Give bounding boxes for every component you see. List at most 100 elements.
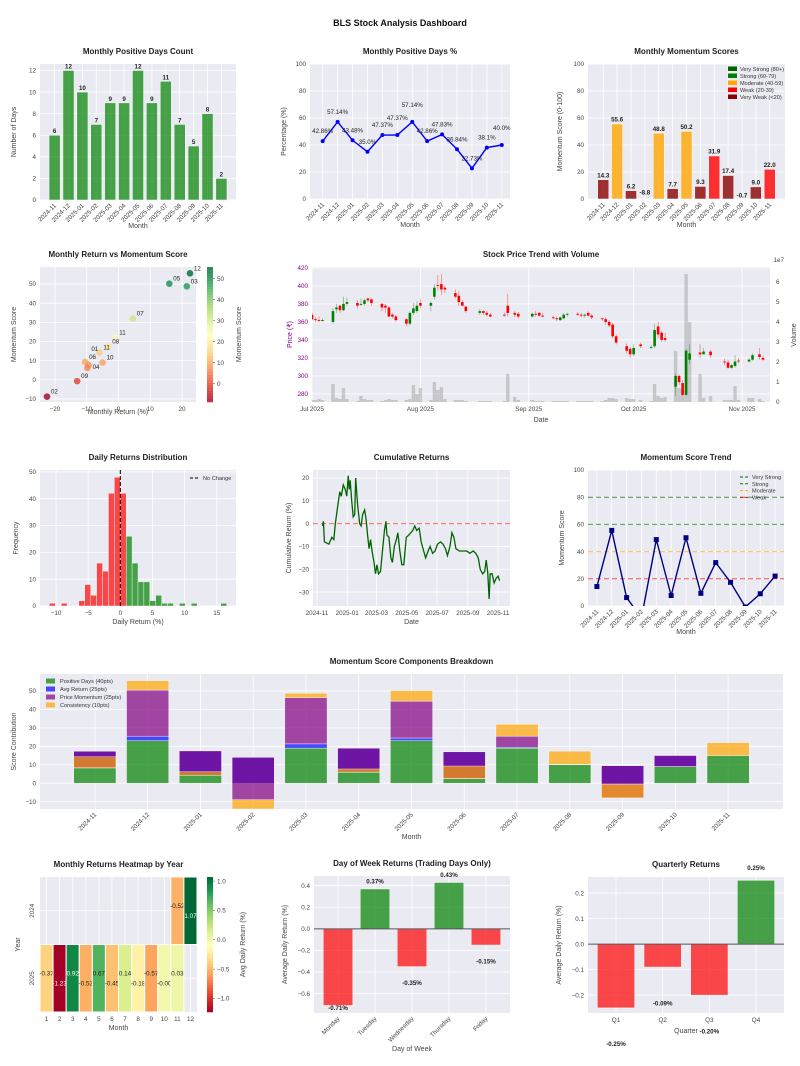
bar-data-label: 9.0 bbox=[752, 180, 761, 187]
stacked-bar-segment bbox=[337, 768, 381, 773]
volume-bar bbox=[624, 398, 629, 402]
bar-data-label: 5 bbox=[192, 139, 196, 146]
histogram-bar bbox=[167, 603, 174, 606]
point-data-label: 47.37% bbox=[387, 115, 408, 122]
y-tick-label: 2025 bbox=[29, 971, 36, 986]
colorbar-tick-label: −1.0 bbox=[217, 996, 230, 1003]
y-axis-label: Momentum Score bbox=[11, 307, 18, 362]
y-tick-label: 30 bbox=[29, 523, 37, 530]
stacked-bar-segment bbox=[284, 747, 328, 784]
heatmap-cell-label: -0.57 bbox=[144, 970, 159, 977]
volume-bar bbox=[747, 398, 751, 402]
volume-bar bbox=[541, 401, 545, 402]
y2-scale-label: 1e7 bbox=[773, 257, 784, 264]
y-tick-label: 10 bbox=[29, 576, 37, 583]
y-tick-label: 0.2 bbox=[301, 904, 310, 911]
y-tick-label: 0 bbox=[32, 780, 36, 787]
colorbar-label: Momentum Score bbox=[236, 307, 243, 362]
colorbar-tick-label: 0 bbox=[217, 381, 221, 388]
colorbar-segment bbox=[207, 933, 213, 937]
y-axis-label: Average Daily Return (%) bbox=[282, 905, 289, 984]
colorbar-segment bbox=[207, 296, 213, 300]
volume-bar bbox=[628, 399, 632, 402]
y-axis-label: Frequency bbox=[13, 521, 20, 555]
candle-body bbox=[359, 303, 363, 305]
bar bbox=[722, 175, 734, 199]
data-point bbox=[469, 166, 474, 171]
x-tick-label: 2025-01 bbox=[336, 610, 360, 617]
volume-bar bbox=[701, 398, 706, 402]
y-tick-label: 40 bbox=[299, 142, 307, 149]
candle-body bbox=[541, 315, 545, 317]
bar bbox=[625, 190, 637, 199]
bar bbox=[132, 70, 144, 200]
colorbar-segment bbox=[207, 922, 213, 926]
volume-bar bbox=[708, 396, 713, 402]
y-tick-label: 320 bbox=[297, 355, 308, 362]
y-tick-label: 0 bbox=[302, 196, 306, 203]
colorbar-segment bbox=[207, 391, 213, 395]
colorbar-segment bbox=[207, 955, 213, 959]
y-tick-label: 2024 bbox=[29, 903, 36, 918]
bar bbox=[690, 943, 729, 996]
plot-area bbox=[73, 680, 750, 809]
gridlines bbox=[40, 267, 196, 402]
plot-area bbox=[312, 274, 765, 402]
y-tick-label: 300 bbox=[297, 373, 308, 380]
y-tick-label: 50 bbox=[29, 688, 37, 695]
data-point bbox=[335, 119, 340, 124]
colorbar-segment bbox=[207, 895, 213, 899]
y2-tick-label: 6 bbox=[776, 279, 780, 286]
candle-body bbox=[415, 305, 419, 312]
bar-data-label: -0.71% bbox=[328, 1005, 348, 1012]
heatmap-cell bbox=[91, 944, 106, 1013]
volume-bar bbox=[453, 400, 458, 402]
colorbar-segment bbox=[207, 329, 213, 333]
x-axis-label: Month bbox=[128, 223, 148, 230]
candle-body bbox=[583, 314, 587, 316]
y-tick-label: 20 bbox=[29, 339, 37, 346]
colorbar-segment bbox=[207, 280, 213, 284]
gridlines bbox=[310, 63, 510, 200]
dashboard-title: BLS Stock Analysis Dashboard bbox=[333, 18, 467, 28]
heatmap-cell-label: -0.18 bbox=[131, 980, 146, 987]
chart-title: Day of Week Returns (Trading Days Only) bbox=[333, 859, 491, 868]
colorbar-segment bbox=[207, 917, 213, 921]
histogram-bar bbox=[108, 493, 115, 606]
bar bbox=[159, 81, 172, 200]
colorbar-label: Avg Daily Return (%) bbox=[240, 912, 247, 977]
colorbar-segment bbox=[207, 267, 213, 270]
candle-body bbox=[342, 303, 345, 311]
volume-bar bbox=[750, 398, 755, 402]
y-axis-label: Momentum Score bbox=[559, 510, 566, 565]
volume-bar bbox=[610, 398, 615, 402]
volume-bar bbox=[411, 385, 416, 402]
data-point bbox=[742, 604, 748, 606]
plot-area bbox=[322, 882, 502, 1006]
y-tick-label: 10 bbox=[29, 358, 37, 365]
bar bbox=[643, 943, 682, 968]
plot-area bbox=[588, 496, 784, 606]
candle-body bbox=[502, 314, 506, 316]
colorbar-segment bbox=[207, 307, 213, 311]
volume-bar bbox=[439, 387, 444, 402]
point-data-label: 22.73% bbox=[461, 155, 482, 162]
candle-body bbox=[394, 316, 398, 321]
bar bbox=[146, 102, 158, 200]
plot-background bbox=[310, 64, 510, 199]
bar-data-label: -0.35% bbox=[402, 980, 422, 987]
histogram-bar bbox=[114, 477, 121, 606]
colorbar-segment bbox=[207, 364, 213, 368]
volume-bar bbox=[443, 399, 447, 402]
colorbar-segment bbox=[207, 879, 213, 883]
colorbar-segment bbox=[207, 976, 213, 980]
volume-bar bbox=[638, 400, 643, 402]
candle-body bbox=[747, 359, 751, 362]
candle-body bbox=[356, 303, 359, 306]
chart-title: Quarterly Returns bbox=[652, 860, 721, 869]
bar bbox=[104, 102, 117, 200]
stacked-bar-segment bbox=[126, 680, 169, 691]
candle-body bbox=[761, 357, 765, 360]
x-tick-label: 5 bbox=[97, 1016, 101, 1023]
candle-body bbox=[579, 314, 583, 316]
